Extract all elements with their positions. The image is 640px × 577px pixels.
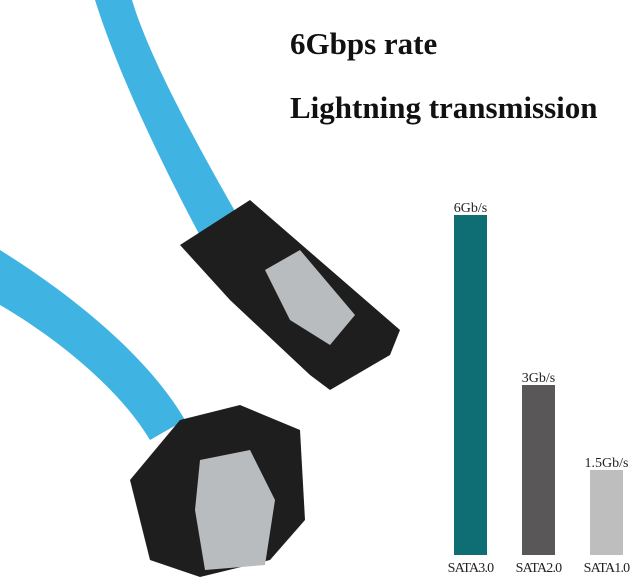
bar-sata10 xyxy=(590,470,623,555)
data-label: 3Gb/s xyxy=(522,371,555,386)
angled-connector xyxy=(130,405,305,577)
straight-connector xyxy=(180,200,400,390)
bar-sata20 xyxy=(522,385,555,555)
category-label: SATA2.0 xyxy=(516,561,563,576)
data-label: 6Gb/s xyxy=(454,201,487,216)
cable-lower xyxy=(0,250,185,440)
bar-sata30 xyxy=(454,215,487,555)
headline-rate: 6Gbps rate xyxy=(290,26,438,61)
headline-transmission: Lightning transmission xyxy=(290,90,598,125)
data-label: 1.5Gb/s xyxy=(585,456,629,471)
category-label: SATA1.0 xyxy=(584,561,631,576)
category-label: SATA3.0 xyxy=(448,561,495,576)
cable-upper xyxy=(95,0,240,245)
